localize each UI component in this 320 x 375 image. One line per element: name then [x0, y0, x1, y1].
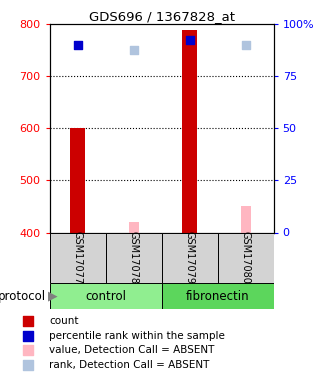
Point [25, 347, 30, 353]
Bar [129, 222, 139, 232]
Bar [162, 283, 274, 309]
Text: protocol: protocol [0, 290, 46, 303]
Bar [218, 232, 274, 283]
Text: GSM17078: GSM17078 [129, 231, 139, 284]
Point [75, 42, 80, 48]
Title: GDS696 / 1367828_at: GDS696 / 1367828_at [89, 10, 235, 23]
Text: GSM17077: GSM17077 [73, 231, 83, 284]
Point [25, 318, 30, 324]
Text: GSM17079: GSM17079 [185, 231, 195, 284]
Point [131, 47, 136, 53]
Point [25, 333, 30, 339]
Text: ▶: ▶ [48, 290, 58, 303]
Text: GSM17080: GSM17080 [241, 231, 251, 284]
Text: rank, Detection Call = ABSENT: rank, Detection Call = ABSENT [49, 360, 210, 370]
Text: fibronectin: fibronectin [186, 290, 249, 303]
Bar [182, 30, 197, 232]
Bar [106, 232, 162, 283]
Text: count: count [49, 316, 79, 326]
Text: value, Detection Call = ABSENT: value, Detection Call = ABSENT [49, 345, 215, 355]
Point [25, 362, 30, 368]
Bar [50, 283, 162, 309]
Bar [162, 232, 218, 283]
Point [243, 42, 248, 48]
Point [187, 37, 192, 43]
Bar [70, 129, 85, 232]
Bar [241, 207, 251, 232]
Text: control: control [85, 290, 126, 303]
Bar [50, 232, 106, 283]
Text: percentile rank within the sample: percentile rank within the sample [49, 331, 225, 340]
